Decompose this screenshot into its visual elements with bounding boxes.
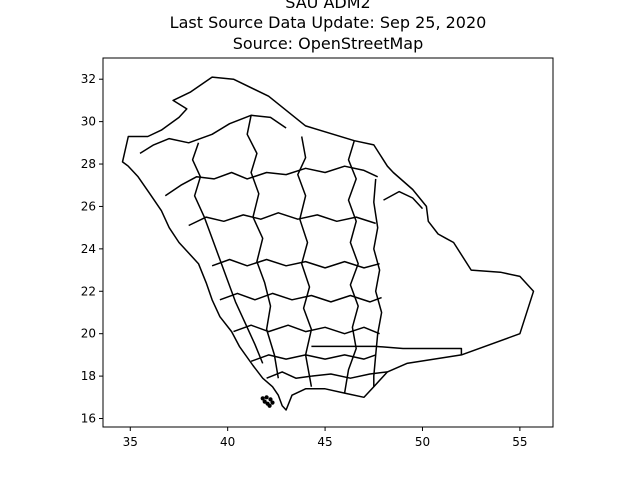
x-tick-label: 35 [123,435,138,449]
admin-boundary-5 [219,292,382,303]
admin-boundary-9 [246,115,280,379]
x-tick-label: 55 [512,435,527,449]
island-3 [268,397,273,402]
country-outline [121,76,535,411]
admin-boundary-16 [266,371,312,379]
admin-boundary-8 [191,142,264,364]
island-1 [262,399,267,404]
admin-boundary-4 [211,258,380,269]
island-5 [267,403,272,408]
admin-boundary-6 [233,324,380,335]
x-tick-label: 50 [415,435,430,449]
title-line-3: Source: OpenStreetMap [233,34,424,53]
island-7 [270,400,275,405]
y-tick-label: 28 [81,157,96,171]
island-4 [260,396,265,401]
title-line-1: SAU ADM2 [285,0,370,12]
y-tick-label: 30 [81,115,96,129]
x-axis-ticks: 35 40 45 50 55 [123,427,528,449]
x-tick-label: 40 [220,435,235,449]
admin-boundary-2 [164,165,379,197]
y-tick-label: 22 [81,284,96,298]
admin-boundary-15 [311,371,388,379]
x-tick-label: 45 [317,435,332,449]
admin-boundary-7 [250,354,376,363]
map-layer [121,76,535,411]
y-tick-label: 16 [81,412,96,426]
plot-frame [102,57,554,428]
y-tick-label: 20 [81,327,96,341]
admin-boundary-13 [383,190,424,210]
admin-boundary-1 [139,114,287,155]
island-6 [264,395,269,400]
admin-boundary-10 [297,136,313,387]
admin-boundary-14 [311,345,463,355]
y-tick-label: 26 [81,199,96,213]
y-tick-label: 18 [81,369,96,383]
admin-boundary-3 [188,212,376,227]
admin-boundary-12 [373,178,383,387]
y-tick-label: 24 [81,242,96,256]
title-line-2: Last Source Data Update: Sep 25, 2020 [170,13,487,32]
admin-boundary-11 [343,140,359,394]
y-tick-label: 32 [81,72,96,86]
y-axis-ticks: 16 18 20 22 24 26 28 30 32 [81,72,103,426]
